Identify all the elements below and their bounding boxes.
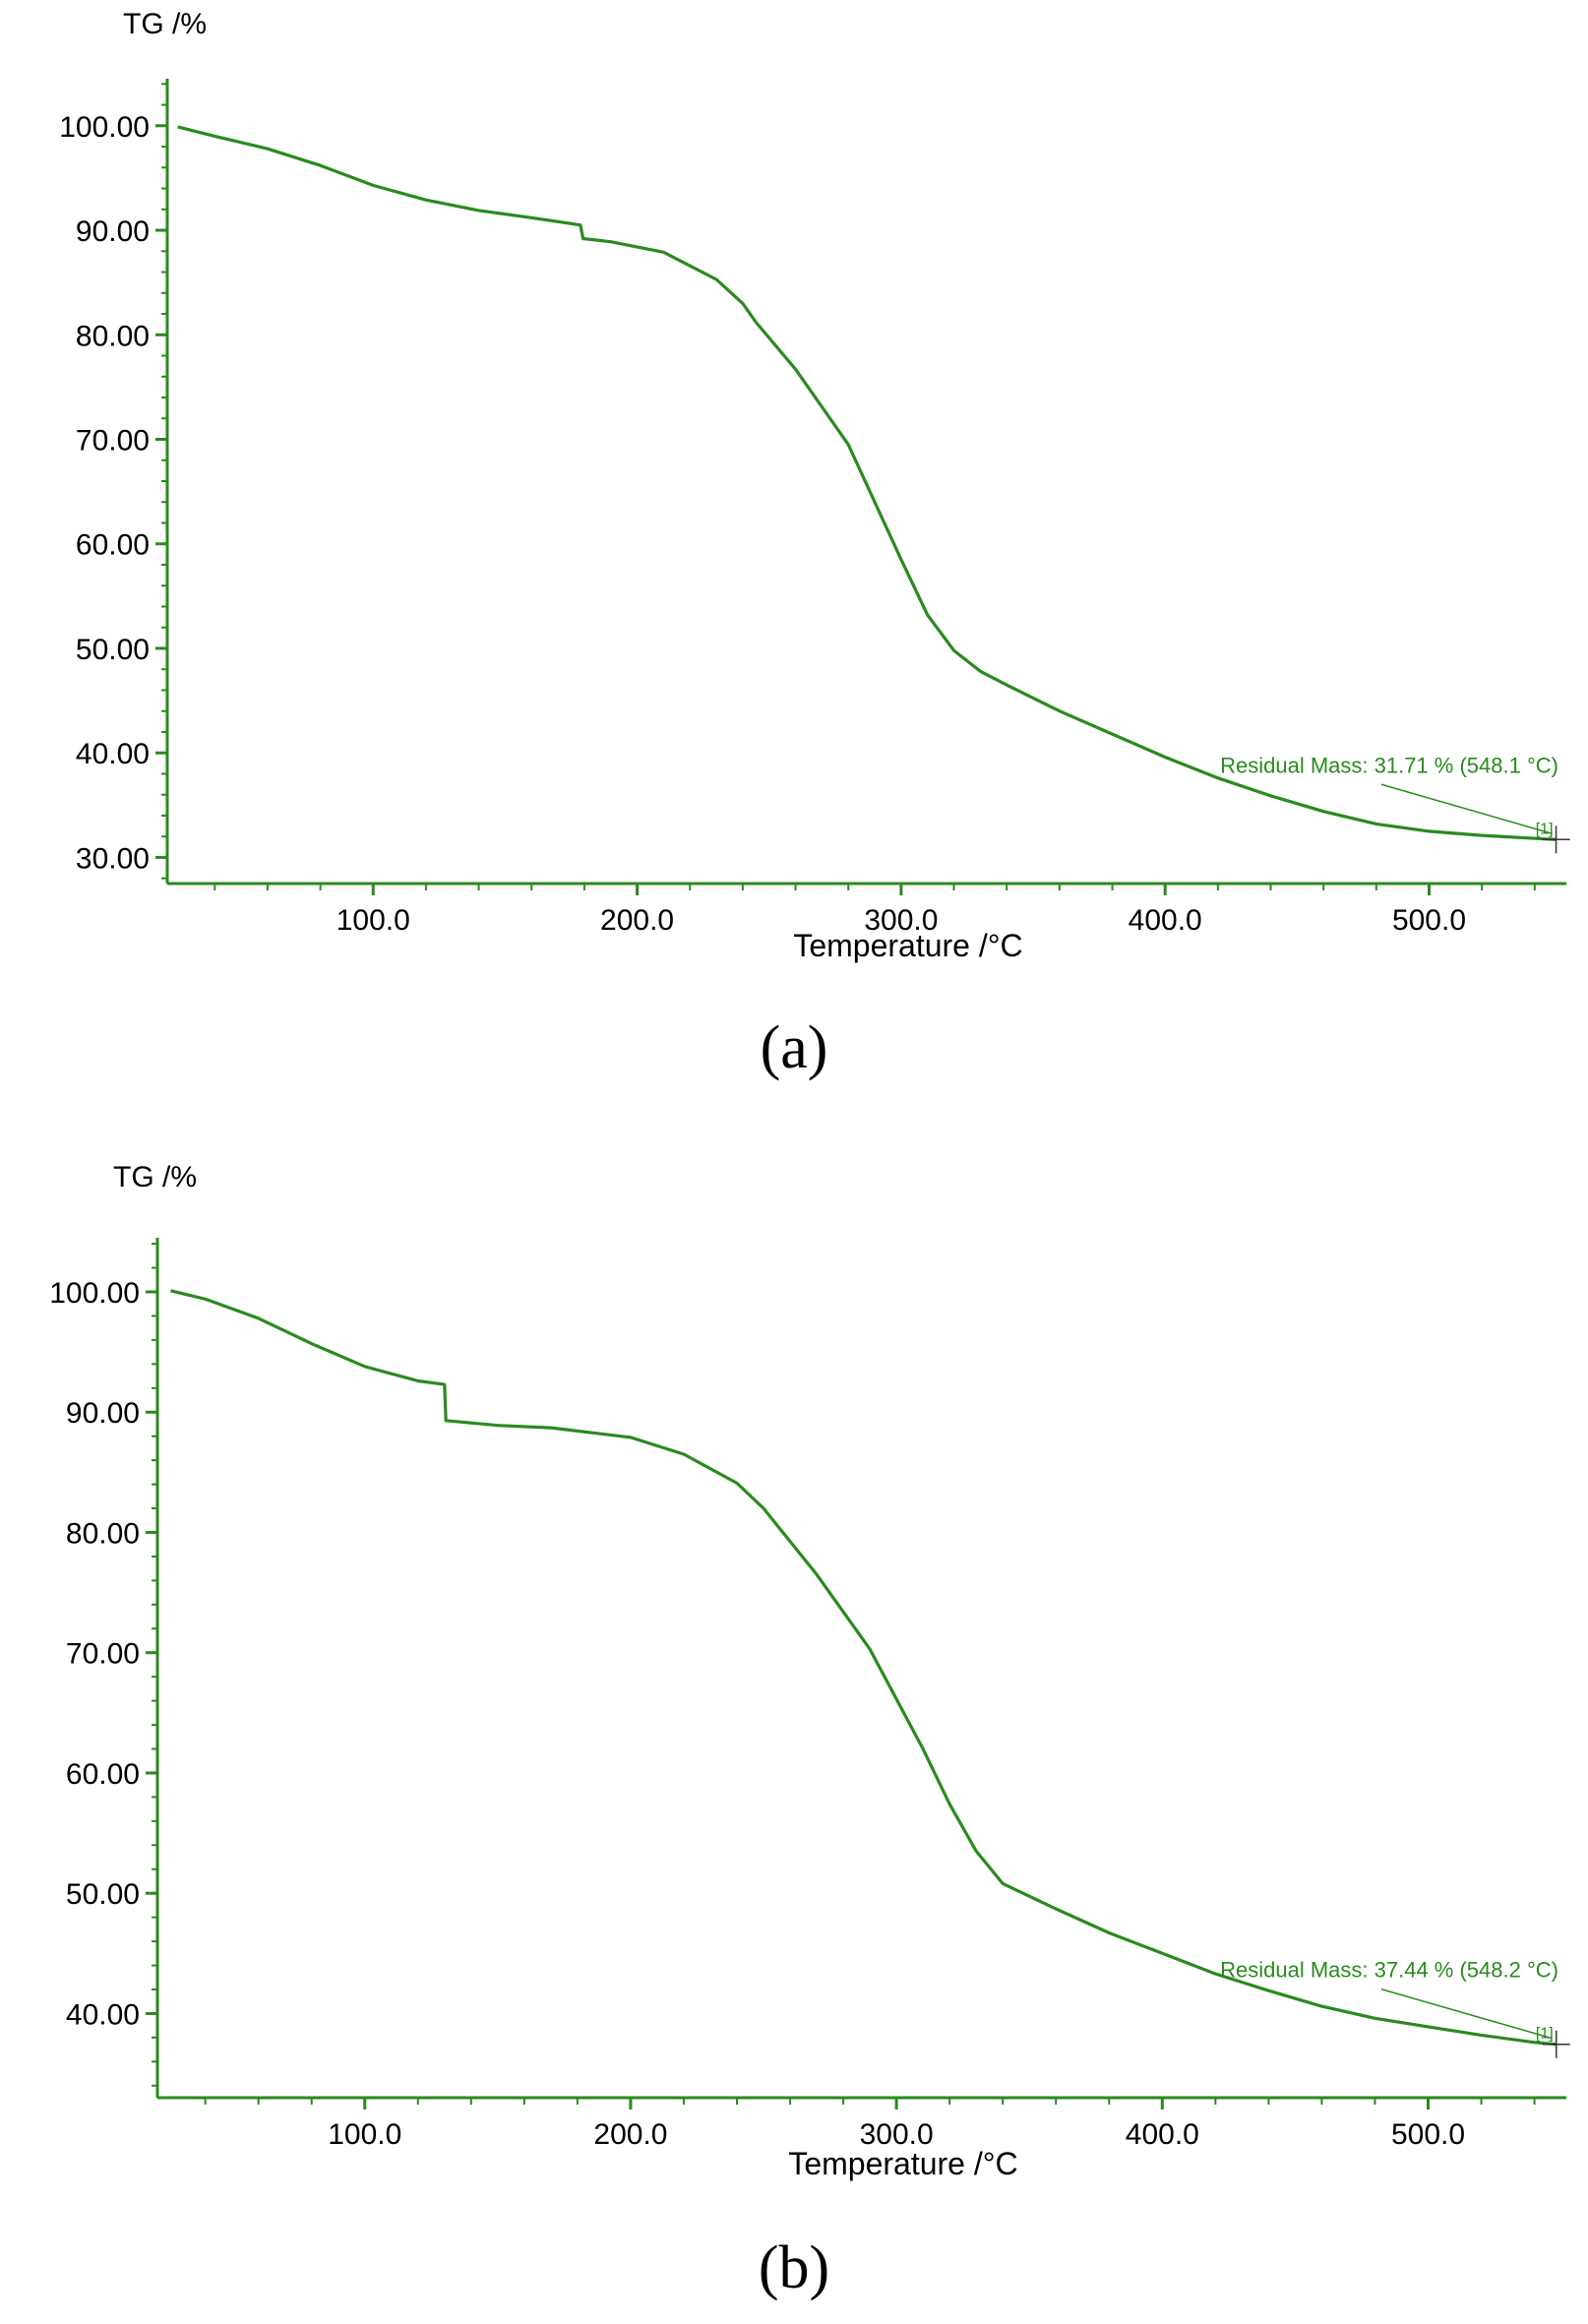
y-tick-label: 70.00 <box>76 425 150 458</box>
x-tick-label: 300.0 <box>864 904 938 937</box>
x-tick-label: 500.0 <box>1392 904 1466 937</box>
curve-index-label: [1] <box>1536 821 1554 837</box>
chart-panel-b: 100.00 90.00 80.00 70.00 60.00 50.00 40.00 100.… <box>49 1161 1570 2181</box>
x-tick-label: 400.0 <box>1129 904 1202 937</box>
panel-label-a: (a) <box>760 1014 828 1081</box>
y-tick-label: 30.00 <box>76 842 150 875</box>
y-tick-label: 50.00 <box>76 634 150 666</box>
y-tick-label: 90.00 <box>76 215 150 248</box>
y-tick-label: 60.00 <box>66 1758 140 1791</box>
residual-mass-annotation: Residual Mass: 31.71 % (548.1 °C) <box>1220 753 1558 777</box>
annotation-leader-line <box>1380 1988 1553 2040</box>
y-axis-title: TG /% <box>113 1161 197 1193</box>
x-tick-label: 200.0 <box>600 904 674 937</box>
tg-curve <box>170 1289 1557 2047</box>
chart-panel-a: 100.00 90.00 80.00 70.00 60.00 50.00 40.00 30.0… <box>59 8 1570 963</box>
y-tick-label: 90.00 <box>66 1397 140 1430</box>
panel-label-b: (b) <box>758 2234 830 2301</box>
x-axis-title: Temperature /°C <box>793 928 1022 963</box>
annotation-leader-line <box>1380 783 1553 834</box>
x-tick-label: 100.0 <box>336 904 410 937</box>
x-tick-label: 200.0 <box>593 2118 667 2151</box>
y-tick-label: 100.00 <box>59 111 150 144</box>
x-tick-label: 300.0 <box>860 2118 934 2151</box>
y-tick-label: 80.00 <box>66 1517 140 1550</box>
y-tick-label: 50.00 <box>66 1878 140 1911</box>
x-tick-label: 500.0 <box>1391 2118 1465 2151</box>
y-tick-label: 80.00 <box>76 320 150 352</box>
y-tick-label: 60.00 <box>76 529 150 562</box>
x-axis-title: Temperature /°C <box>788 2146 1017 2181</box>
x-tick-label: 400.0 <box>1126 2118 1199 2151</box>
y-tick-label: 70.00 <box>66 1638 140 1671</box>
y-tick-label: 100.00 <box>49 1277 140 1310</box>
y-axis-title: TG /% <box>123 8 207 40</box>
y-tick-label: 40.00 <box>66 1998 140 2031</box>
residual-mass-annotation: Residual Mass: 37.44 % (548.2 °C) <box>1220 1958 1558 1983</box>
curve-index-label: [1] <box>1536 2026 1554 2043</box>
y-tick-label: 40.00 <box>76 738 150 770</box>
tg-curve <box>177 125 1557 841</box>
x-tick-label: 100.0 <box>328 2118 401 2151</box>
